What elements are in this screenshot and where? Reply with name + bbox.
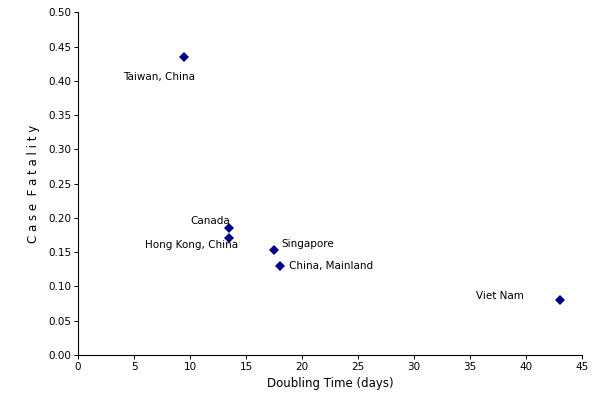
Text: Singapore: Singapore — [282, 239, 335, 249]
X-axis label: Doubling Time (days): Doubling Time (days) — [266, 377, 394, 390]
Text: China, Mainland: China, Mainland — [289, 261, 373, 271]
Text: Canada: Canada — [190, 216, 230, 226]
Text: Hong Kong, China: Hong Kong, China — [145, 240, 238, 250]
Text: Taiwan, China: Taiwan, China — [123, 72, 195, 82]
Text: Viet Nam: Viet Nam — [476, 291, 523, 301]
Y-axis label: C a s e  F a t a l i t y: C a s e F a t a l i t y — [26, 124, 40, 243]
